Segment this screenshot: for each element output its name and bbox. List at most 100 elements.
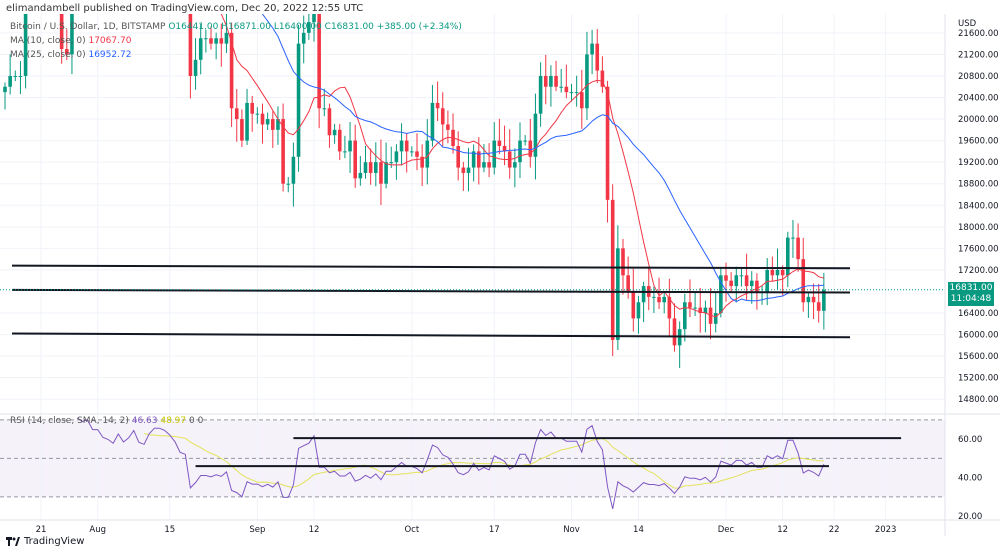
candle-body <box>528 140 533 157</box>
candle-body <box>636 302 641 319</box>
price-tick-label: 15200.00 <box>958 374 999 384</box>
rsi-legend: RSI (14, close, SMA, 14, 2) 46.63 48.97 … <box>10 416 203 426</box>
candle-body <box>368 162 373 173</box>
time-tick-label: 2023 <box>875 525 897 535</box>
candle-body <box>214 38 218 44</box>
currency-label: USD <box>958 19 977 29</box>
candle-body <box>822 289 826 311</box>
candle-body <box>198 38 203 60</box>
last-price: 16831.00 <box>949 283 993 293</box>
price-tick-label: 19200.00 <box>958 158 999 168</box>
price-tick-label: 20400.00 <box>958 94 999 104</box>
candles-group <box>3 14 826 368</box>
candle-body <box>435 102 440 109</box>
candle-body <box>569 92 574 94</box>
last-price-tag: 16831.00 11:04:48 <box>948 282 994 306</box>
candle-body <box>209 38 213 44</box>
price-tick-label: 18400.00 <box>958 201 999 211</box>
candle-body <box>65 49 69 55</box>
rsi-sma-line <box>143 433 824 489</box>
candle-body <box>394 151 399 163</box>
time-tick-label: Dec <box>718 525 735 535</box>
ma25-line <box>261 14 824 303</box>
ma10-value: 17067.70 <box>88 36 132 46</box>
price-tick-label: 15600.00 <box>958 352 999 362</box>
candle-body <box>564 86 569 93</box>
ma10-label: MA (10, close, 0) <box>10 36 86 46</box>
candle-body <box>698 307 703 314</box>
candle-body <box>245 102 249 141</box>
candle-body <box>600 70 605 87</box>
candle-body <box>384 162 388 184</box>
price-tick-label: 19600.00 <box>958 137 999 147</box>
candle-body <box>724 275 728 281</box>
candle-body <box>250 102 254 114</box>
candle-body <box>616 248 620 340</box>
high-value: H16871.00 <box>221 22 271 32</box>
candle-body <box>554 75 558 87</box>
time-tick-label: Nov <box>563 525 580 535</box>
price-tick-label: 18000.00 <box>958 223 999 233</box>
price-tick-label: 17200.00 <box>958 266 999 276</box>
candle-body <box>23 14 28 76</box>
candle-body <box>430 102 435 141</box>
candle-body <box>801 259 806 303</box>
candle-body <box>683 302 687 330</box>
candle-body <box>18 75 23 77</box>
candle-body <box>477 151 481 168</box>
candle-body <box>502 146 507 152</box>
candle-body <box>358 172 363 179</box>
candle-body <box>770 269 775 276</box>
rsi-tick-label: 20.00 <box>958 512 982 522</box>
candle-body <box>791 237 795 239</box>
price-tick-label: 16400.00 <box>958 309 999 319</box>
time-tick-label: 22 <box>829 525 840 535</box>
candle-body <box>193 59 198 76</box>
candle-body <box>425 140 430 168</box>
candle-body <box>307 22 311 33</box>
time-tick-label: 17 <box>489 525 500 535</box>
candle-body <box>379 162 383 184</box>
candle-body <box>605 86 610 200</box>
chart-legend: Bitcoin / U.S. Dollar, 1D, BITSTAMP O164… <box>10 20 462 62</box>
time-tick-label: 15 <box>164 525 175 535</box>
candle-body <box>312 14 316 23</box>
candle-body <box>317 14 321 109</box>
candle-body <box>353 140 357 179</box>
price-tick-label: 21600.00 <box>958 29 999 39</box>
candle-body <box>523 140 527 142</box>
candle-body <box>286 183 291 185</box>
rsi-pane <box>0 416 945 520</box>
candle-body <box>755 280 759 292</box>
price-tick-label: 20800.00 <box>958 72 999 82</box>
ma10-line <box>220 14 825 318</box>
time-tick-label: Oct <box>404 525 419 535</box>
candle-body <box>466 167 471 173</box>
candle-body <box>229 32 234 109</box>
rsi-extra: 0 0 <box>189 416 204 426</box>
candle-body <box>482 162 486 168</box>
support-resistance-line <box>11 288 851 294</box>
candle-body <box>538 75 543 114</box>
candle-body <box>580 92 584 109</box>
bar-countdown: 11:04:48 <box>950 294 992 304</box>
close-value: C16831.00 <box>324 22 374 32</box>
price-tick-label: 14800.00 <box>958 395 999 405</box>
candle-body <box>271 119 275 130</box>
publisher-line: elimandambell published on TradingView.c… <box>6 3 364 14</box>
candle-body <box>332 129 337 136</box>
candle-body <box>693 307 697 309</box>
candle-body <box>487 162 491 168</box>
candle-body <box>626 275 630 292</box>
rsi-tick-label: 60.00 <box>958 435 982 445</box>
candle-body <box>497 140 502 146</box>
symbol-label: Bitcoin / U.S. Dollar, 1D, BITSTAMP <box>10 22 166 32</box>
candle-body <box>415 151 419 157</box>
candle-body <box>662 296 666 303</box>
ma25-value: 16952.72 <box>88 50 132 60</box>
candle-body <box>70 14 74 55</box>
candle-body <box>765 269 769 292</box>
candle-body <box>672 318 677 346</box>
low-value: L16400.00 <box>273 22 322 32</box>
